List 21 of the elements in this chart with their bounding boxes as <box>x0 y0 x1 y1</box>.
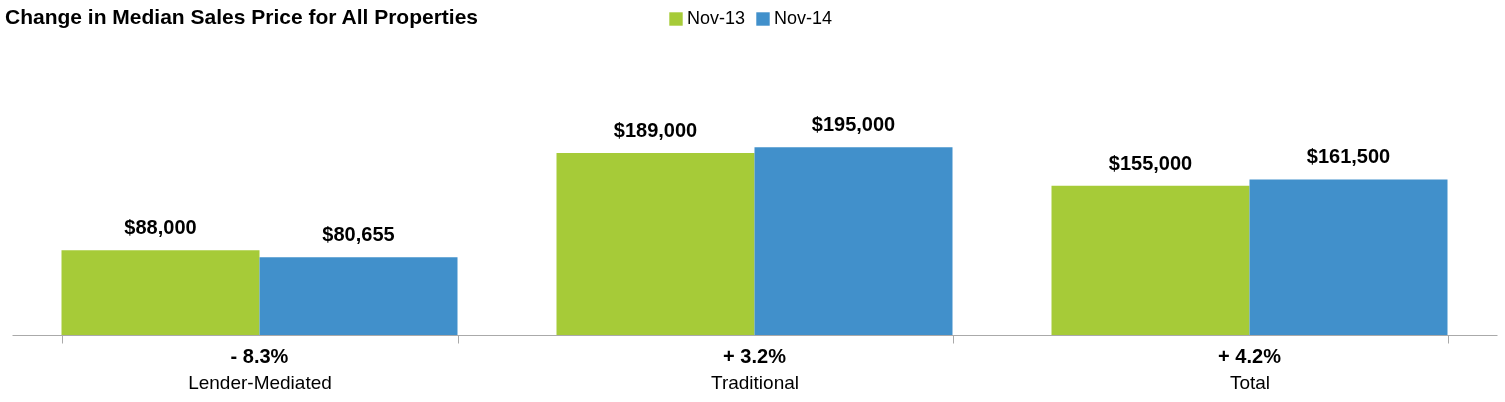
x-tick-label: Total <box>1229 371 1271 393</box>
legend-label: Nov-14 <box>774 8 833 28</box>
bar <box>259 257 458 335</box>
bar <box>1051 185 1250 335</box>
data-label: $195,000 <box>811 113 896 136</box>
text: - 8.3% <box>230 345 289 367</box>
data-label: $88,000 <box>124 216 197 239</box>
legend-label: Nov-13 <box>687 8 746 28</box>
bar <box>754 147 953 335</box>
data-label: $161,500 <box>1306 145 1391 168</box>
chart-title: Change in Median Sales Price for All Properties <box>5 5 479 28</box>
bar <box>1249 179 1448 335</box>
data-label: $155,000 <box>1108 151 1193 174</box>
bar <box>61 250 260 335</box>
text: + 4.2% <box>1218 345 1282 367</box>
x-tick-label: Traditional <box>710 371 800 393</box>
text: + 3.2% <box>723 345 787 367</box>
data-label: $189,000 <box>613 118 698 141</box>
x-tick-label: Lender-Mediated <box>188 371 332 393</box>
data-label: $80,655 <box>322 223 395 246</box>
bar <box>556 152 755 335</box>
